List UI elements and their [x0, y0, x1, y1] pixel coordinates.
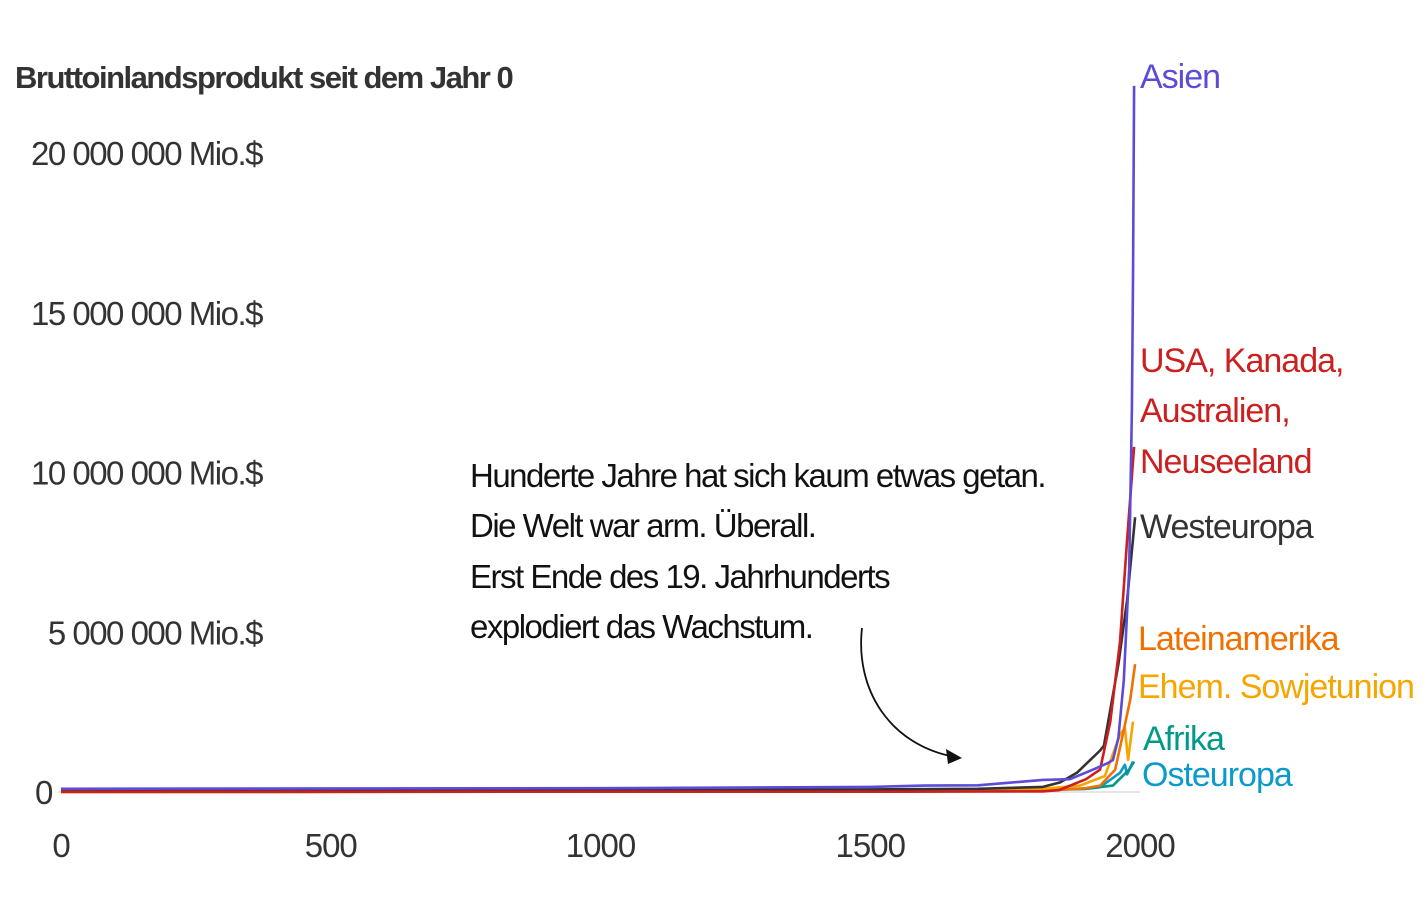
series-label: USA, Kanada, [1140, 342, 1343, 380]
chart-title: Bruttoinlandsprodukt seit dem Jahr 0 [15, 60, 512, 95]
series-label: Osteuropa [1142, 756, 1293, 794]
x-tick-label: 1500 [836, 827, 906, 864]
x-tick-label: 500 [305, 827, 358, 864]
x-tick-label: 2000 [1105, 827, 1175, 864]
y-tick-label: 5 000 000 Mio.$ [48, 614, 263, 651]
annotation-line-2: Die Welt war arm. Überall. [470, 507, 815, 544]
series-line-usa-kanada-australien-neuseeland [61, 446, 1136, 793]
annotation-line-1: Hunderte Jahre hat sich kaum etwas getan… [470, 457, 1045, 494]
series-line-asien [60, 85, 1136, 791]
x-axis: 0 500 1000 1500 2000 [52, 827, 1176, 864]
annotation-line-3: Erst Ende des 19. Jahrhunderts [470, 558, 890, 595]
series-label: Lateinamerika [1138, 620, 1340, 658]
series-label: Australien, [1140, 392, 1290, 430]
series-label: Asien [1140, 58, 1220, 96]
series-line-lateinamerika [60, 664, 1137, 794]
y-tick-label: 10 000 000 Mio.$ [31, 455, 263, 492]
annotation: Hunderte Jahre hat sich kaum etwas getan… [470, 457, 1047, 764]
series-label: Ehem. Sowjetunion [1138, 668, 1414, 706]
series-line-ehem-sowjetunion [60, 721, 1135, 794]
series-label: Afrika [1143, 720, 1225, 758]
x-tick-label: 1000 [566, 827, 636, 864]
y-tick-label: 0 [35, 774, 53, 811]
annotation-arrow [860, 627, 956, 758]
series-label: Westeuropa [1140, 508, 1314, 546]
y-axis: 0 5 000 000 Mio.$ 10 000 000 Mio.$ 15 000 0… [31, 135, 265, 811]
arrow-head-icon [946, 749, 962, 764]
x-tick-label: 0 [52, 827, 70, 864]
series-label: Neuseeland [1140, 443, 1311, 481]
y-tick-label: 15 000 000 Mio.$ [31, 295, 263, 332]
series-lines [60, 85, 1137, 794]
y-tick-label: 20 000 000 Mio.$ [31, 135, 263, 172]
annotation-line-4: explodiert das Wachstum. [470, 608, 812, 645]
